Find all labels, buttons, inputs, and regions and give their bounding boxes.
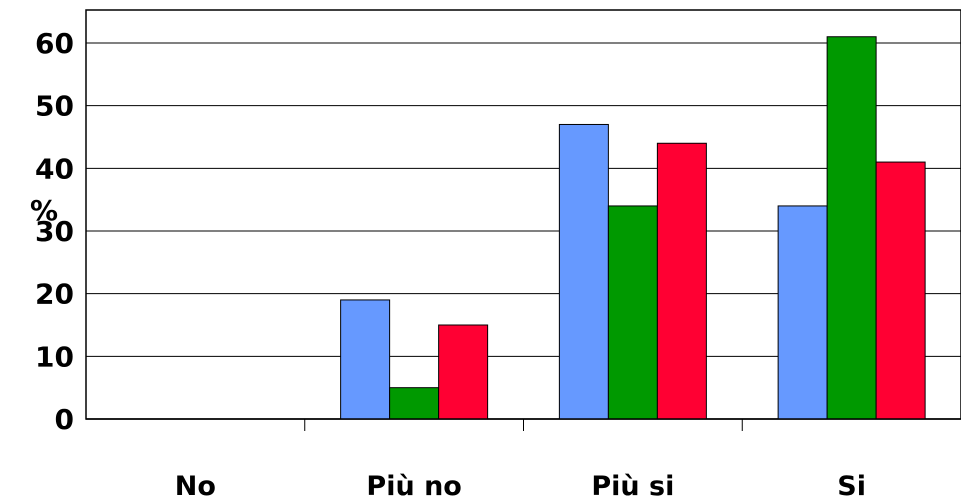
y-tick-label-30: 30 <box>35 215 74 248</box>
x-axis-labels: No Più no Più si Si <box>175 471 866 502</box>
bar-1-1 <box>389 387 440 420</box>
bar-1-0 <box>340 299 391 420</box>
bars <box>340 36 926 420</box>
y-tick-label-10: 10 <box>35 340 74 373</box>
y-tick-label-50: 50 <box>35 90 74 123</box>
y-axis-ticks: 0 10 20 30 40 50 60 <box>35 27 74 436</box>
x-axis <box>86 418 961 431</box>
y-tick-label-20: 20 <box>35 278 74 311</box>
bar-3-1 <box>826 36 877 420</box>
y-axis-title: % <box>30 194 58 227</box>
y-tick-label-60: 60 <box>35 27 74 60</box>
bar-2-0 <box>558 123 609 420</box>
bar-3-2 <box>875 161 926 420</box>
bar-2-1 <box>607 205 658 420</box>
x-tick-label-1: Più no <box>366 471 461 502</box>
bar-3-0 <box>777 205 828 420</box>
y-tick-label-40: 40 <box>35 152 74 185</box>
x-tick-label-0: No <box>175 471 216 502</box>
x-tick-label-2: Più si <box>591 471 674 502</box>
gridlines <box>86 42 961 357</box>
x-tick-label-3: Si <box>837 471 866 502</box>
bar-1-2 <box>438 324 489 420</box>
bar-2-2 <box>656 142 707 420</box>
y-tick-label-0: 0 <box>55 403 74 436</box>
